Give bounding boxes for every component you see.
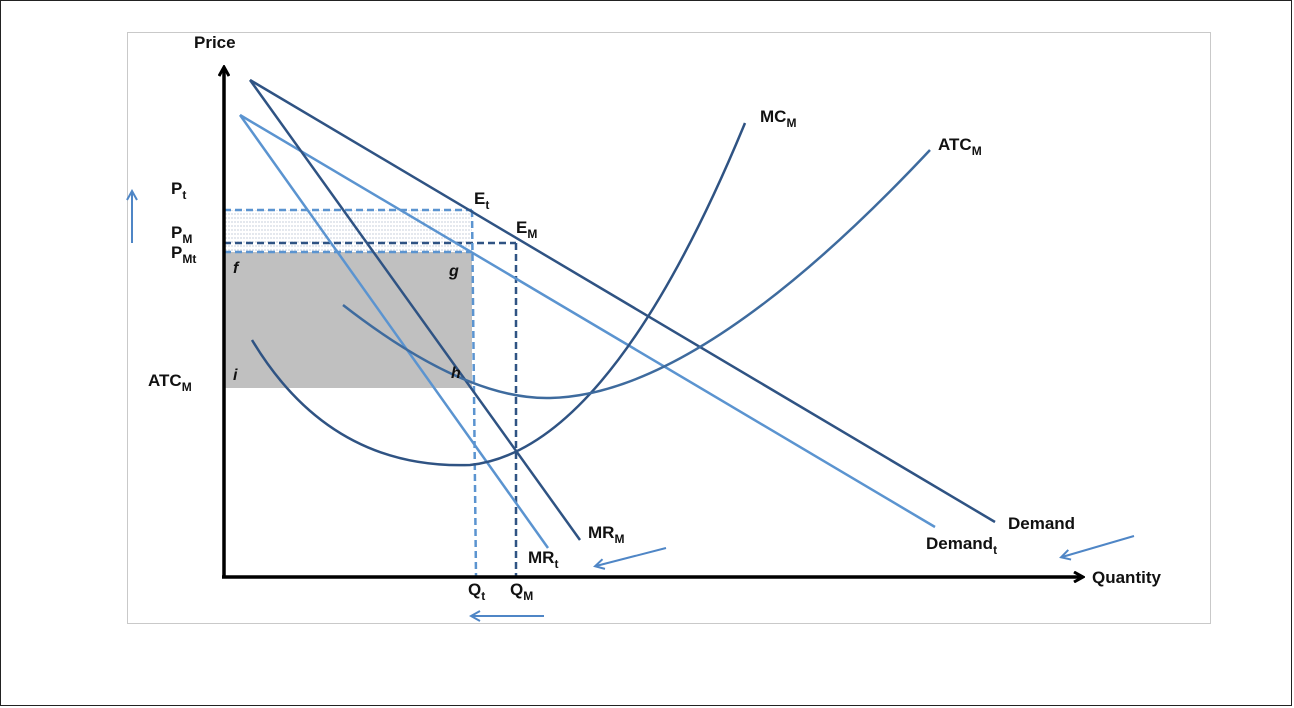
point-g-label: g — [448, 263, 459, 280]
atc-label: ATCM — [938, 135, 982, 158]
demand-t-curve — [239, 113, 936, 529]
p-mt-label: PMt — [171, 243, 196, 266]
q-t-guide-line — [470, 209, 478, 577]
atc-curve — [342, 149, 931, 400]
p-t-label: Pt — [171, 179, 186, 202]
point-e-m-label: EM — [516, 218, 537, 241]
demand-shift-arrow — [1062, 535, 1135, 557]
point-e-t-label: Et — [474, 189, 489, 212]
p-m-label: PM — [171, 223, 192, 246]
mr-m-curve — [248, 79, 582, 541]
mr-t-label: MRt — [528, 548, 558, 571]
profit-rectangle — [224, 252, 472, 388]
point-f-label: f — [233, 260, 240, 277]
mr-shift-arrow — [596, 547, 667, 566]
mr-m-label: MRM — [588, 523, 624, 546]
q-t-label: Qt — [468, 580, 485, 603]
demand-label: Demand — [1008, 514, 1075, 533]
mc-label: MCM — [760, 107, 796, 130]
point-i-label: i — [233, 367, 238, 384]
mr-t-curve — [238, 114, 550, 549]
y-axis-label: Price — [194, 33, 236, 52]
x-axis-label: Quantity — [1092, 568, 1161, 587]
atc-m-price-label: ATCM — [148, 371, 192, 394]
mc-curve — [250, 122, 747, 467]
point-h-label: h — [451, 365, 461, 382]
q-m-label: QM — [510, 580, 533, 603]
demand-curve — [249, 78, 996, 524]
demand-t-label: Demandt — [926, 534, 997, 557]
